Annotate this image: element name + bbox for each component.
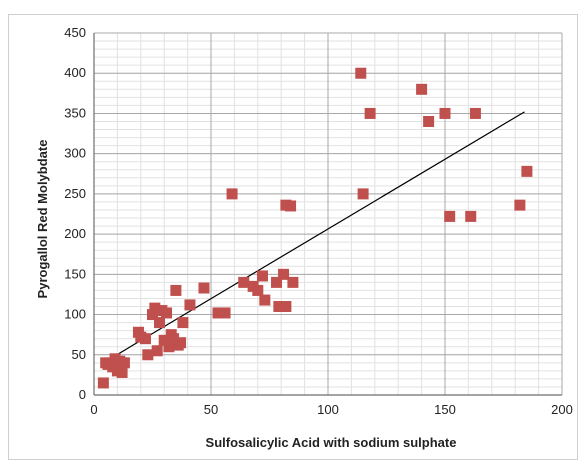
data-point <box>147 309 158 321</box>
data-point <box>154 317 166 329</box>
data-point <box>521 165 533 177</box>
data-point <box>184 299 196 311</box>
x-tick-label: 200 <box>551 402 573 417</box>
scatter-chart: 0 50 100 150 200050100150200250300350400450 … <box>35 25 573 450</box>
y-tick-label: 50 <box>72 347 86 362</box>
x-axis-title: Sulfosalicylic Acid with sodium sulphate <box>206 435 457 450</box>
x-tick-label: 50 <box>204 402 218 417</box>
data-point <box>273 301 285 313</box>
data-point <box>469 107 481 119</box>
data-point <box>465 210 477 222</box>
data-point <box>357 188 369 200</box>
data-point <box>177 317 189 329</box>
data-point <box>161 307 173 319</box>
data-point <box>355 67 367 79</box>
data-point <box>175 337 187 349</box>
data-point <box>287 276 299 288</box>
y-tick-label: 300 <box>64 146 86 161</box>
data-point <box>170 284 182 296</box>
data-point <box>252 284 264 296</box>
y-tick-label: 0 <box>79 387 86 402</box>
y-tick-label: 400 <box>64 65 86 80</box>
trendline <box>103 111 525 364</box>
data-point <box>285 200 297 212</box>
data-point <box>444 210 456 222</box>
data-points <box>97 67 533 389</box>
data-point <box>514 199 526 211</box>
data-point <box>212 307 224 319</box>
trendline-group <box>103 111 525 364</box>
data-point <box>151 345 163 357</box>
data-point <box>238 276 250 288</box>
y-tick-label: 250 <box>64 186 86 201</box>
data-point <box>142 349 154 361</box>
x-tick-label: 150 <box>434 402 456 417</box>
data-point <box>364 107 376 119</box>
data-point <box>198 282 210 294</box>
y-tick-label: 200 <box>64 226 86 241</box>
data-point <box>423 115 435 127</box>
data-point <box>219 307 231 319</box>
chart-frame: 0 50 100 150 200 0 50 100 150 200 250 300 350 400 450 … <box>8 14 578 460</box>
x-tick-label: 100 <box>317 402 339 417</box>
data-point <box>278 268 290 280</box>
data-point <box>116 366 128 378</box>
data-point <box>226 188 238 200</box>
data-point <box>439 107 451 119</box>
data-point <box>149 302 161 314</box>
y-tick-label: 150 <box>64 266 86 281</box>
data-point <box>97 377 109 389</box>
y-tick-label: 350 <box>64 105 86 120</box>
data-point <box>168 333 180 345</box>
data-point <box>271 276 283 288</box>
data-point <box>416 83 428 95</box>
data-point <box>256 270 268 282</box>
data-point <box>139 333 151 345</box>
data-point <box>158 334 170 346</box>
y-tick-label: 100 <box>64 307 86 322</box>
data-point <box>280 301 292 313</box>
axes <box>93 33 562 396</box>
grid-lines <box>93 32 563 396</box>
data-point <box>118 357 130 369</box>
y-tick-label: 450 <box>64 25 86 40</box>
tick-labels: 0 50 100 150 200 0 50 100 150 200 250 300 350 400 450 <box>64 25 573 417</box>
data-point <box>259 294 271 306</box>
x-tick-label: 0 <box>90 402 97 417</box>
y-axis-title: Pyrogallol Red Molybdate <box>35 140 50 299</box>
data-point <box>163 341 175 353</box>
